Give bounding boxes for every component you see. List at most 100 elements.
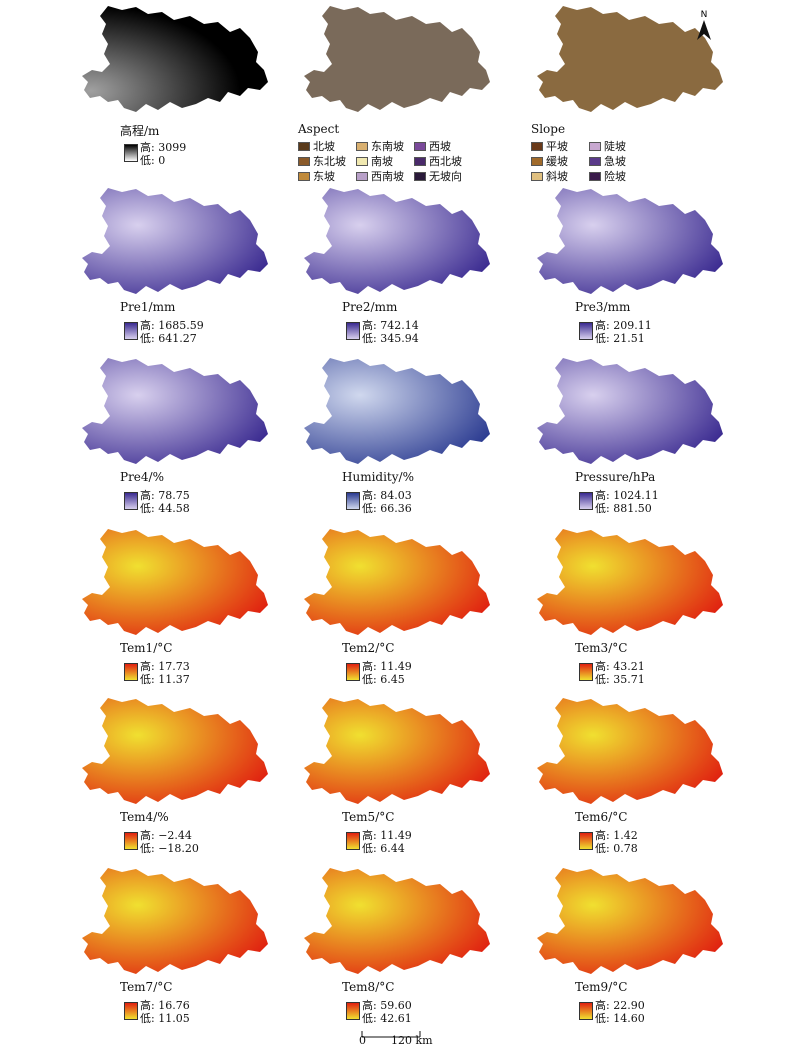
legend-label: 缓坡 [546, 155, 568, 168]
legend-low: 低: 345.94 [362, 332, 419, 345]
scale-bar: 0 120 km [355, 1028, 465, 1050]
legend-low: 低: 0 [140, 154, 166, 167]
north-label: N [701, 10, 708, 20]
legend-label: 西坡 [429, 140, 451, 153]
map-panel-pre4: Pre4/% 高: 78.75 低: 44.58 [76, 356, 326, 526]
map-panel-press: Pressure/hPa 高: 1024.11 低: 881.50 [531, 356, 781, 526]
region-shape [304, 6, 490, 112]
legend-item: 斜坡 [531, 168, 568, 184]
map-panel-aspect: Aspect 北坡 东北坡 东坡 东南坡 南坡 西南坡 西坡 西北坡 无坡向 [298, 4, 548, 183]
legend-label: 急坡 [604, 155, 626, 168]
legend-low: 低: 21.51 [595, 332, 645, 345]
legend-gradient [124, 663, 138, 681]
region-shape [537, 358, 723, 464]
region-shape [537, 698, 723, 804]
region-shape [82, 6, 268, 112]
panel-title: Pressure/hPa [575, 470, 656, 484]
panel-title: 高程/m [120, 124, 160, 138]
map-hum [304, 358, 490, 464]
legend-gradient [579, 322, 593, 340]
legend-swatch [531, 141, 543, 151]
legend-label: 陡坡 [604, 140, 626, 153]
legend-item: 陡坡 [589, 138, 626, 154]
legend-high: 高: 11.49 [362, 829, 412, 842]
panel-title: Slope [531, 122, 566, 136]
panel-title: Aspect [298, 122, 340, 136]
legend-swatch [298, 171, 310, 181]
panel-title: Tem4/% [120, 810, 169, 824]
map-elev [82, 6, 268, 112]
legend-gradient [124, 492, 138, 510]
legend-swatch [414, 141, 426, 151]
scale-bar-line [361, 1031, 421, 1038]
legend-label: 东南坡 [371, 140, 404, 153]
map-panel-tem4: Tem4/% 高: −2.44 低: −18.20 [76, 696, 326, 866]
legend-item: 东北坡 [298, 153, 346, 169]
region-shape [537, 188, 723, 294]
map-panel-pre2: Pre2/mm 高: 742.14 低: 345.94 [298, 186, 548, 356]
map-panel-tem9: Tem9/°C 高: 22.90 低: 14.60 [531, 866, 781, 1036]
panel-title: Pre4/% [120, 470, 164, 484]
legend-low: 低: −18.20 [140, 842, 199, 855]
legend-high: 高: 43.21 [595, 660, 645, 673]
legend-item: 无坡向 [414, 168, 462, 184]
legend-item: 缓坡 [531, 153, 568, 169]
legend-gradient [346, 663, 360, 681]
panel-title: Tem6/°C [575, 810, 628, 824]
panel-title: Tem7/°C [120, 980, 173, 994]
map-panel-tem8: Tem8/°C 高: 59.60 低: 42.61 [298, 866, 548, 1036]
legend-low: 低: 14.60 [595, 1012, 645, 1025]
legend-item: 平坡 [531, 138, 568, 154]
region-shape [537, 868, 723, 974]
north-arrow-icon: N [697, 10, 711, 40]
map-panel-tem2: Tem2/°C 高: 11.49 低: 6.45 [298, 527, 548, 697]
legend-swatch [414, 171, 426, 181]
region-shape [304, 868, 490, 974]
map-tem2 [304, 529, 490, 635]
legend-high: 高: 3099 [140, 141, 187, 154]
legend-swatch [531, 171, 543, 181]
legend-item: 北坡 [298, 138, 335, 154]
legend-high: 高: 16.76 [140, 999, 190, 1012]
legend-swatch [298, 141, 310, 151]
legend-high: 高: 59.60 [362, 999, 412, 1012]
legend-swatch [589, 171, 601, 181]
legend-gradient [346, 322, 360, 340]
legend-gradient [124, 832, 138, 850]
legend-label: 西北坡 [429, 155, 462, 168]
map-pre1 [82, 188, 268, 294]
region-shape [304, 698, 490, 804]
legend-low: 低: 6.44 [362, 842, 405, 855]
legend-high: 高: 17.73 [140, 660, 190, 673]
map-pre4 [82, 358, 268, 464]
panel-title: Pre3/mm [575, 300, 631, 314]
region-shape [82, 358, 268, 464]
map-aspect [304, 6, 490, 112]
legend-item: 险坡 [589, 168, 626, 184]
legend-swatch [414, 156, 426, 166]
map-tem3 [537, 529, 723, 635]
map-tem8 [304, 868, 490, 974]
panel-title: Humidity/% [342, 470, 414, 484]
map-press [537, 358, 723, 464]
legend-high: 高: 742.14 [362, 319, 419, 332]
legend-low: 低: 881.50 [595, 502, 652, 515]
legend-gradient [124, 322, 138, 340]
legend-low: 低: 44.58 [140, 502, 190, 515]
panel-title: Tem9/°C [575, 980, 628, 994]
legend-gradient [579, 1002, 593, 1020]
panel-title: Pre2/mm [342, 300, 398, 314]
panel-title: Tem5/°C [342, 810, 395, 824]
legend-item: 西南坡 [356, 168, 404, 184]
legend-item: 西坡 [414, 138, 451, 154]
map-tem1 [82, 529, 268, 635]
legend-item: 东南坡 [356, 138, 404, 154]
legend-label: 斜坡 [546, 170, 568, 183]
map-tem7 [82, 868, 268, 974]
region-shape [82, 529, 268, 635]
map-pre3 [537, 188, 723, 294]
legend-low: 低: 0.78 [595, 842, 638, 855]
region-shape [304, 358, 490, 464]
legend-high: 高: 1.42 [595, 829, 638, 842]
map-panel-hum: Humidity/% 高: 84.03 低: 66.36 [298, 356, 548, 526]
